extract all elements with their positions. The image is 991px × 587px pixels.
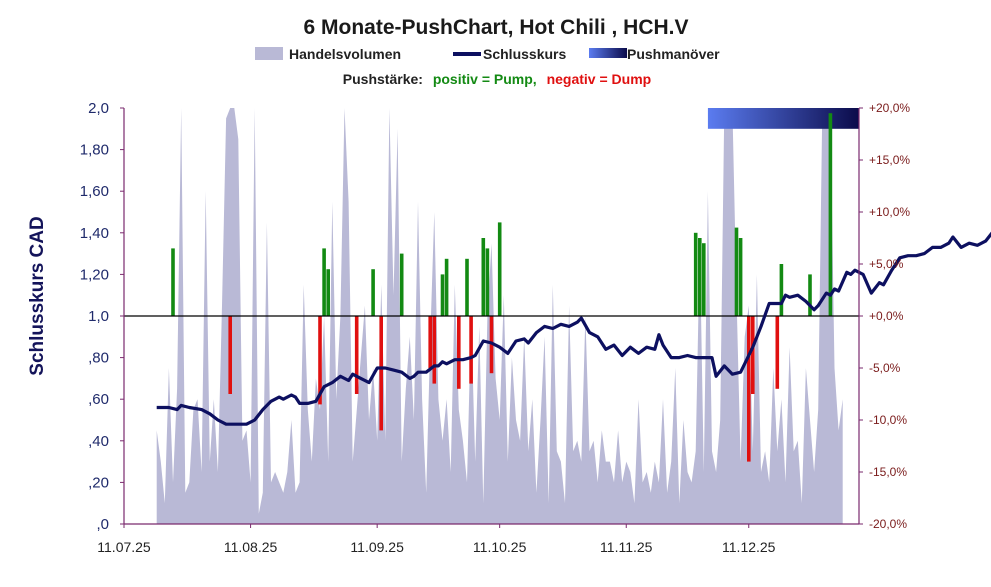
legend-push-label: Pushmanöver (627, 46, 720, 62)
legend: Handelsvolumen Schlusskurs Pushmanöver (255, 46, 720, 62)
left-tick-label-10: 2,0 (88, 100, 109, 117)
note-prefix: Pushstärke: (343, 71, 423, 87)
push-bar-11 (440, 274, 445, 316)
legend-volume-swatch (255, 47, 283, 60)
push-bar-28 (779, 264, 784, 316)
right-tick-label-8: +20,0% (869, 101, 910, 115)
close-price-line (156, 231, 991, 426)
push-bar-4 (326, 269, 330, 316)
push-bar-25 (747, 316, 751, 462)
x-tick-label-0: 11.07.25 (97, 539, 151, 555)
push-bar-7 (379, 316, 383, 431)
right-tick-label-6: +10,0% (869, 205, 910, 219)
push-bar-29 (808, 274, 812, 316)
right-tick-label-3: -5,0% (869, 361, 901, 375)
push-bar-27 (775, 316, 780, 389)
push-band (707, 108, 859, 129)
right-tick-label-1: -15,0% (869, 465, 907, 479)
right-tick-label-2: -10,0% (869, 413, 907, 427)
left-tick-label-6: 1,20 (80, 266, 109, 283)
right-tick-label-5: +5,0% (869, 257, 904, 271)
right-tick-label-7: +15,0% (869, 153, 910, 167)
x-tick-label-1: 11.08.25 (224, 539, 278, 555)
push-bar-2 (318, 316, 322, 405)
push-bar-5 (354, 316, 359, 394)
push-bar-13 (457, 316, 461, 389)
push-bar-3 (322, 248, 326, 316)
legend-push-swatch (589, 48, 627, 58)
left-tick-label-0: ,0 (96, 516, 109, 533)
left-tick-label-2: ,40 (88, 433, 109, 450)
x-tick-label-3: 11.10.25 (473, 539, 527, 555)
left-tick-label-7: 1,40 (80, 225, 109, 242)
push-bar-24 (738, 238, 743, 316)
push-bar-22 (702, 243, 706, 316)
left-tick-label-8: 1,60 (80, 183, 109, 200)
push-bar-20 (693, 232, 698, 316)
left-tick-label-3: ,60 (88, 391, 109, 408)
left-tick-label-9: 1,80 (80, 142, 109, 159)
push-strength-note: Pushstärke: positiv = Pump, negativ = Du… (343, 71, 651, 87)
x-tick-label-4: 11.11.25 (600, 539, 653, 555)
legend-close-label: Schlusskurs (483, 46, 566, 62)
push-bar-0 (171, 248, 175, 316)
push-bar-19 (497, 222, 502, 316)
right-tick-label-4: +0,0% (869, 309, 904, 323)
plot-area: ,0 ,20 ,40 ,60 ,80 1,0 1,20 1,40 1,60 1,80 2,0 -20,… (80, 100, 991, 555)
push-bar-17 (485, 248, 490, 316)
push-bar-10 (432, 316, 437, 384)
left-tick-label-4: ,80 (88, 350, 109, 367)
note-positive: positiv = Pump, (433, 71, 537, 87)
left-tick-label-5: 1,0 (88, 308, 109, 325)
push-bar-26 (751, 316, 755, 394)
push-bar-23 (734, 227, 739, 316)
x-tick-label-2: 11.09.25 (350, 539, 404, 555)
push-bar-21 (698, 238, 702, 316)
legend-volume-label: Handelsvolumen (289, 46, 401, 62)
chart-title: 6 Monate-PushChart, Hot Chili , HCH.V (303, 16, 688, 39)
x-tick-label-5: 11.12.25 (722, 539, 776, 555)
push-bar-12 (444, 258, 449, 316)
push-bar-1 (228, 316, 232, 394)
push-bar-30 (828, 113, 833, 316)
right-tick-label-0: -20,0% (869, 517, 907, 531)
left-tick-label-1: ,20 (88, 474, 109, 491)
push-bar-9 (428, 316, 432, 368)
push-bar-8 (399, 253, 404, 316)
y-axis-title: Schlusskurs CAD (27, 216, 48, 375)
volume-area (156, 108, 843, 524)
push-bar-15 (469, 316, 473, 384)
push-bar-6 (371, 269, 375, 316)
push-bar-14 (465, 258, 469, 316)
push-bar-16 (481, 238, 486, 316)
note-negative: negativ = Dump (547, 71, 652, 87)
